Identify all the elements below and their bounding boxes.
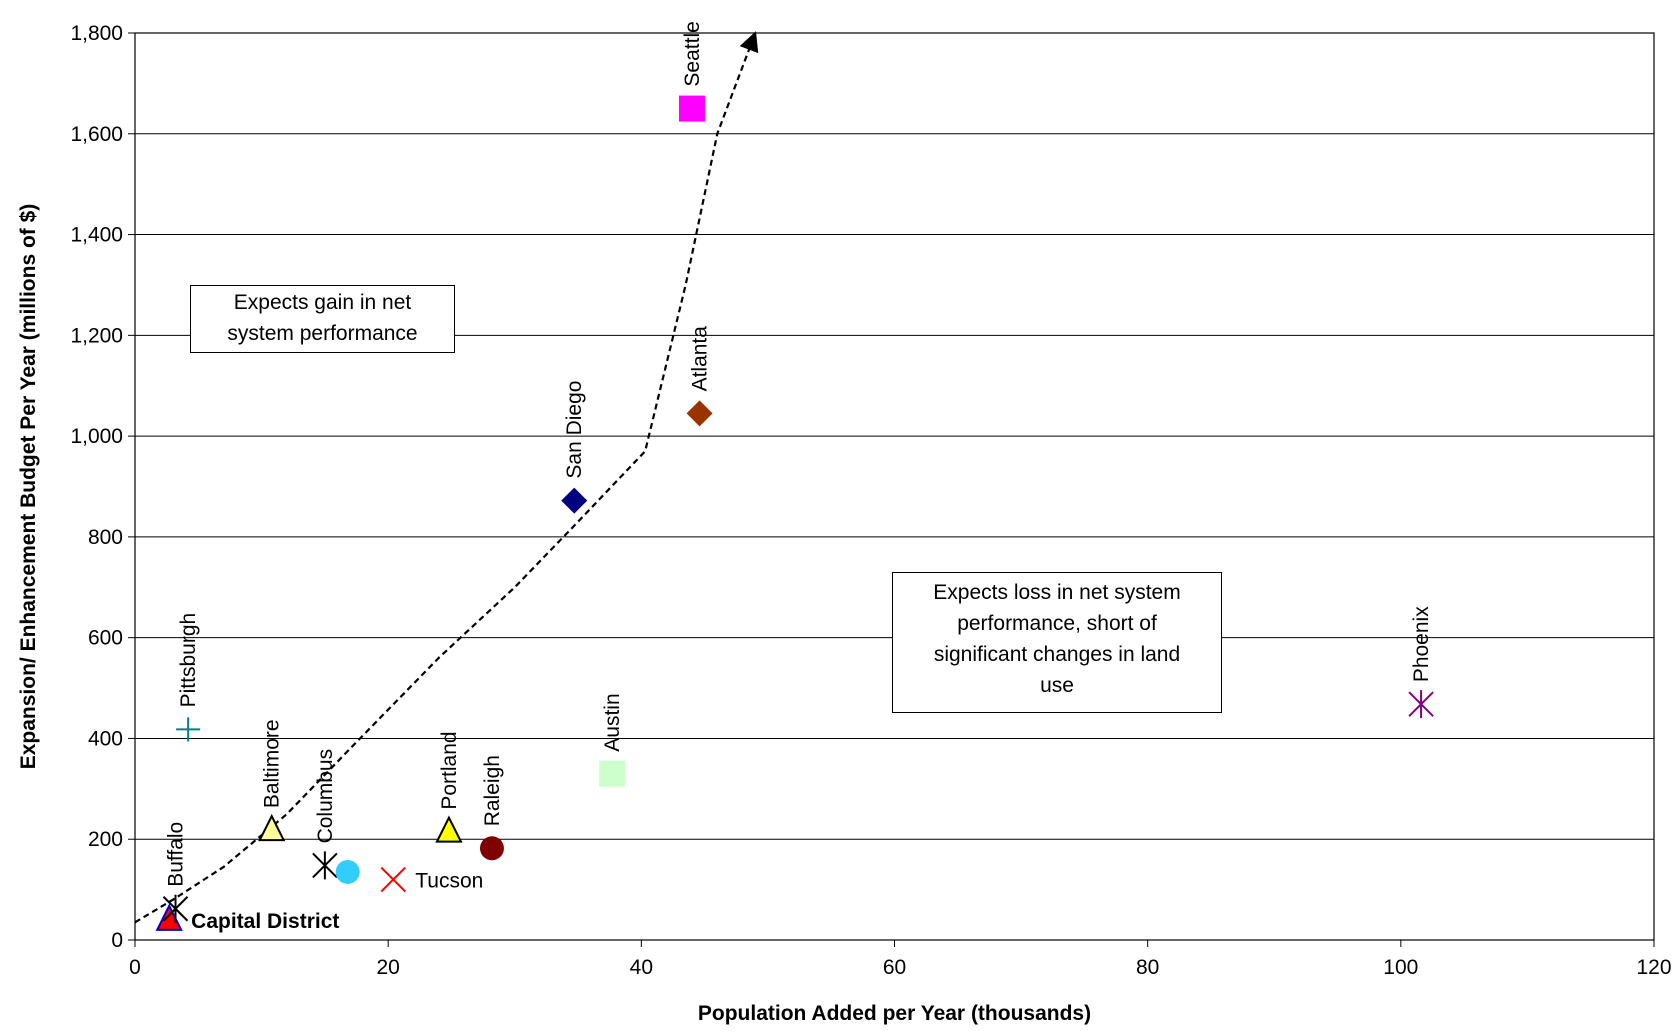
phoenix-label: Phoenix [1410,606,1433,682]
san-diego-marker [561,487,588,514]
columbus-marker [312,851,338,880]
annotation-loss: Expects loss in net system performance, … [892,572,1222,713]
annotation-gain-line-2: system performance [227,322,418,345]
austin-label: Austin [601,693,624,751]
tucson-marker [380,866,406,893]
buffalo-marker [162,894,189,923]
annotation-loss-line-2: performance, short of [957,612,1157,635]
atlanta-label: Atlanta [689,326,712,392]
annotation-gain: Expects gain in net system performance [190,285,455,353]
columbus-label: Columbus [314,749,337,844]
y-axis-title: Expansion/ Enhancement Budget Per Year (… [17,204,40,770]
y-tick-label: 1,400 [70,224,123,247]
seattle-label: Seattle [681,21,704,86]
austin-marker [599,760,626,787]
y-tick-label: 400 [88,727,123,750]
y-tick-label: 1,800 [70,22,123,45]
san-diego-label: San Diego [563,381,586,479]
portland-label: Portland [438,731,461,809]
annotation-loss-line-3: significant changes in land [933,643,1181,666]
annotation-loss-line-4: use [1040,674,1074,697]
phoenix-marker [1408,690,1434,719]
baltimore-label: Baltimore [261,719,284,808]
trend-line-path [134,31,759,924]
seattle-marker [678,95,705,122]
buffalo-label: Buffalo [165,822,188,887]
raleigh-marker [479,836,504,861]
y-tick-label: 200 [88,828,123,851]
atlanta-marker [686,400,713,427]
trend-line [134,31,759,924]
annotation-loss-line-1: Expects loss in net system [933,581,1181,604]
pittsburgh-marker [176,717,201,742]
portland-marker [435,815,463,843]
y-tick-label: 600 [88,627,123,650]
x-axis-ticks: 0 20 40 60 80 100 120 [129,940,1672,979]
x-tick-label: 0 [129,956,141,979]
point-5-marker [335,859,360,884]
x-tick-label: 80 [1136,956,1159,979]
baltimore-marker [258,813,286,842]
capital-district-label: Capital District [191,910,339,933]
raleigh-label: Raleigh [481,755,504,826]
y-tick-label: 1,600 [70,123,123,146]
x-tick-label: 100 [1383,956,1418,979]
data-points [155,95,1434,931]
annotation-gain-line-1: Expects gain in net [233,291,412,314]
y-axis-ticks: 0 200 400 600 800 1,000 1,200 1,400 1,600 1,800 [70,22,135,952]
tucson-label: Tucson [415,870,483,893]
y-tick-label: 1,200 [70,324,123,347]
x-tick-label: 40 [630,956,653,979]
plot-area-frame [134,32,1655,941]
x-tick-label: 60 [883,956,906,979]
x-tick-label: 20 [376,956,399,979]
gridlines [135,32,1654,840]
pittsburgh-label: Pittsburgh [177,613,200,708]
x-axis-title: Population Added per Year (thousands) [698,1002,1091,1025]
y-tick-label: 1,000 [70,425,123,448]
y-tick-label: 800 [88,526,123,549]
y-tick-label: 0 [111,929,123,952]
x-tick-label: 120 [1636,956,1671,979]
